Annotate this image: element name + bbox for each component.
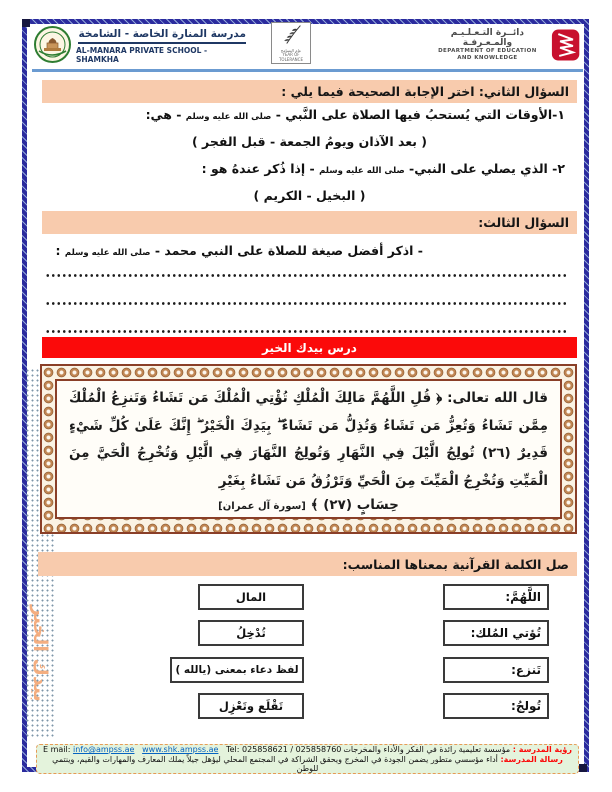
department-name-english-line2: AND KNOWLEDGE bbox=[457, 55, 518, 61]
footer-mission-text: أداء مؤسسي متطور يضمن الجودة في المخرج و… bbox=[52, 755, 498, 773]
question2-item1-tail: - هي: bbox=[145, 107, 182, 122]
frame-corner-mark bbox=[22, 19, 30, 27]
matching-meaning-label: لفظ دعاء بمعنى (يالله ) bbox=[175, 664, 299, 676]
footer-line1: E mail: info@ampss.ae www.shk.ampss.ae T… bbox=[43, 745, 572, 754]
department-name-arabic: دائــرة التـعـلـيـم والمـعـرفـة bbox=[450, 27, 524, 48]
question2-item2-honorific: صلى الله عليه وسلم bbox=[319, 166, 405, 176]
matching-header-banner: صل الكلمة القرآنية بمعناها المناسب: bbox=[38, 552, 577, 576]
answer-dotted-line bbox=[45, 273, 568, 278]
tolerance-caption-arabic: عام التسامح bbox=[280, 47, 302, 53]
question2-item1-text: ١-الأوقات التي يُستحبُ فيها الصلاة على ا… bbox=[275, 107, 565, 122]
footer-website-link[interactable]: www.shk.ampss.ae bbox=[142, 745, 219, 754]
footer-phone: Tel: 025858621 / 025858760 bbox=[226, 745, 342, 754]
matching-word-label: تُولجُ: bbox=[511, 699, 541, 713]
footer-mission-label: رسالة المدرسة: bbox=[500, 755, 563, 764]
matching-header-text: صل الكلمة القرآنية بمعناها المناسب: bbox=[342, 556, 569, 572]
question3-prompt-text: - اذكر أفضل صيغة للصلاة على النبي محمد - bbox=[154, 243, 423, 258]
question2-item2: ٢- الذي يصلي على النبي- صلى الله عليه وس… bbox=[45, 161, 565, 176]
quran-frame-inner: قال الله تعالى: ﴿ قُلِ اللَّهُمَّ مَالِك… bbox=[55, 379, 562, 519]
department-name-block: دائــرة التـعـلـيـم والمـعـرفـة DEPARTME… bbox=[430, 28, 545, 63]
tolerance-emblem: عام التسامح YEAR OF TOLERANCE bbox=[271, 22, 311, 64]
footer-vision-block: رؤية المدرسة : مؤسسة تعليمية رائدة في ال… bbox=[343, 745, 572, 754]
question2-item2-tail: - إذا ذُكر عندهُ هو : bbox=[201, 161, 315, 176]
department-logo-block: دائــرة التـعـلـيـم والمـعـرفـة DEPARTME… bbox=[430, 27, 580, 63]
footer-vision-label: رؤية المدرسة : bbox=[512, 745, 572, 754]
footer-email-label: E mail: bbox=[43, 745, 71, 754]
header-divider-rule bbox=[32, 69, 583, 72]
matching-meaning-label: تَقْلَع وتَعْزِل bbox=[218, 699, 284, 713]
adek-emblem-icon bbox=[551, 29, 580, 61]
footer-info-box: E mail: info@ampss.ae www.shk.ampss.ae T… bbox=[36, 744, 579, 774]
quran-verse-ending: حِسَابٍ (٢٧) ﴾ [سورة آل عمران] bbox=[69, 497, 548, 513]
school-name-arabic: مدرسة المنارة الخاصة - الشامخة bbox=[78, 28, 246, 40]
quran-frame-ornament-band: قال الله تعالى: ﴿ قُلِ اللَّهُمَّ مَالِك… bbox=[42, 366, 575, 532]
question2-item2-options: ( البخيل - الكريم ) bbox=[253, 188, 366, 203]
matching-meaning-label: المال bbox=[235, 590, 267, 604]
quran-verse-text: قال الله تعالى: ﴿ قُلِ اللَّهُمَّ مَالِك… bbox=[69, 390, 548, 490]
quran-verse-source: [سورة آل عمران] bbox=[218, 500, 306, 512]
footer-contact-block: E mail: info@ampss.ae www.shk.ampss.ae T… bbox=[43, 745, 341, 754]
matching-meaning-box: لفظ دعاء بمعنى (يالله ) bbox=[170, 657, 304, 683]
department-name-english-line1: DEPARTMENT OF EDUCATION bbox=[438, 47, 537, 54]
answer-dotted-line bbox=[45, 301, 568, 306]
matching-word-box: تَنزع: bbox=[443, 657, 549, 683]
question2-header-banner: السؤال الثاني: اختر الإجابة الصحيحة فيما… bbox=[42, 80, 577, 103]
matching-word-label: تَنزع: bbox=[511, 663, 541, 677]
question2-item1-options: ( بعد الآذان ويومُ الجمعة - قبل الفجر ) bbox=[191, 134, 428, 149]
question3-header-banner: السؤال الثالث: bbox=[42, 211, 577, 234]
question3-prompt-honorific: صلى الله عليه وسلم bbox=[64, 248, 151, 258]
question2-header-text: السؤال الثاني: اختر الإجابة الصحيحة فيما… bbox=[281, 84, 569, 99]
matching-word-box: تُولجُ: bbox=[443, 693, 549, 719]
quran-verse-frame: قال الله تعالى: ﴿ قُلِ اللَّهُمَّ مَالِك… bbox=[40, 364, 577, 534]
school-logo bbox=[34, 26, 71, 63]
lesson-title-banner: درس بيدك الخير bbox=[42, 337, 577, 358]
school-logo-icon bbox=[34, 26, 71, 63]
question3-prompt: - اذكر أفضل صيغة للصلاة على النبي محمد -… bbox=[45, 243, 565, 258]
footer-line2: رسالة المدرسة: أداء مؤسسي متطور يضمن الج… bbox=[43, 755, 572, 773]
frame-corner-mark bbox=[579, 764, 587, 772]
footer-email-link[interactable]: info@ampss.ae bbox=[72, 745, 135, 754]
quran-verse-end-text: حِسَابٍ (٢٧) ﴾ bbox=[310, 496, 399, 513]
matching-meaning-box: المال bbox=[198, 584, 304, 610]
matching-meaning-box: تُدْخِلُ bbox=[198, 620, 304, 646]
school-name-block: مدرسة المنارة الخاصة - الشامخة AL-MANARA… bbox=[76, 28, 246, 64]
tolerance-branch-icon bbox=[284, 25, 301, 44]
question2-item1: ١-الأوقات التي يُستحبُ فيها الصلاة على ا… bbox=[45, 107, 565, 122]
matching-word-box: تُؤتي المُلك: bbox=[443, 620, 549, 646]
matching-word-box: اللَّهُمَّ: bbox=[443, 584, 549, 610]
question3-header-text: السؤال الثالث: bbox=[478, 215, 569, 230]
answer-dotted-line bbox=[45, 329, 568, 334]
lesson-title-text: درس بيدك الخير bbox=[262, 340, 357, 355]
question3-prompt-tail: : bbox=[55, 243, 61, 258]
footer-vision-text: مؤسسة تعليمية رائدة في الفكر والأداء وال… bbox=[343, 745, 511, 754]
matching-meaning-label: تُدْخِلُ bbox=[236, 626, 266, 640]
matching-meaning-box: تَقْلَع وتَعْزِل bbox=[198, 693, 304, 719]
question2-item1-honorific: صلى الله عليه وسلم bbox=[185, 112, 272, 122]
question2-item2-text: ٢- الذي يصلي على النبي- bbox=[409, 161, 565, 176]
matching-word-label: تُؤتي المُلك: bbox=[470, 626, 541, 640]
school-name-divider bbox=[78, 42, 246, 44]
school-name-english: AL-MANARA PRIVATE SCHOOL - SHAMKHA bbox=[76, 46, 208, 64]
tolerance-caption-english: YEAR OF TOLERANCE bbox=[278, 52, 303, 63]
margin-watermark: بيدك الخير bbox=[29, 604, 51, 702]
matching-word-label: اللَّهُمَّ: bbox=[505, 590, 541, 604]
